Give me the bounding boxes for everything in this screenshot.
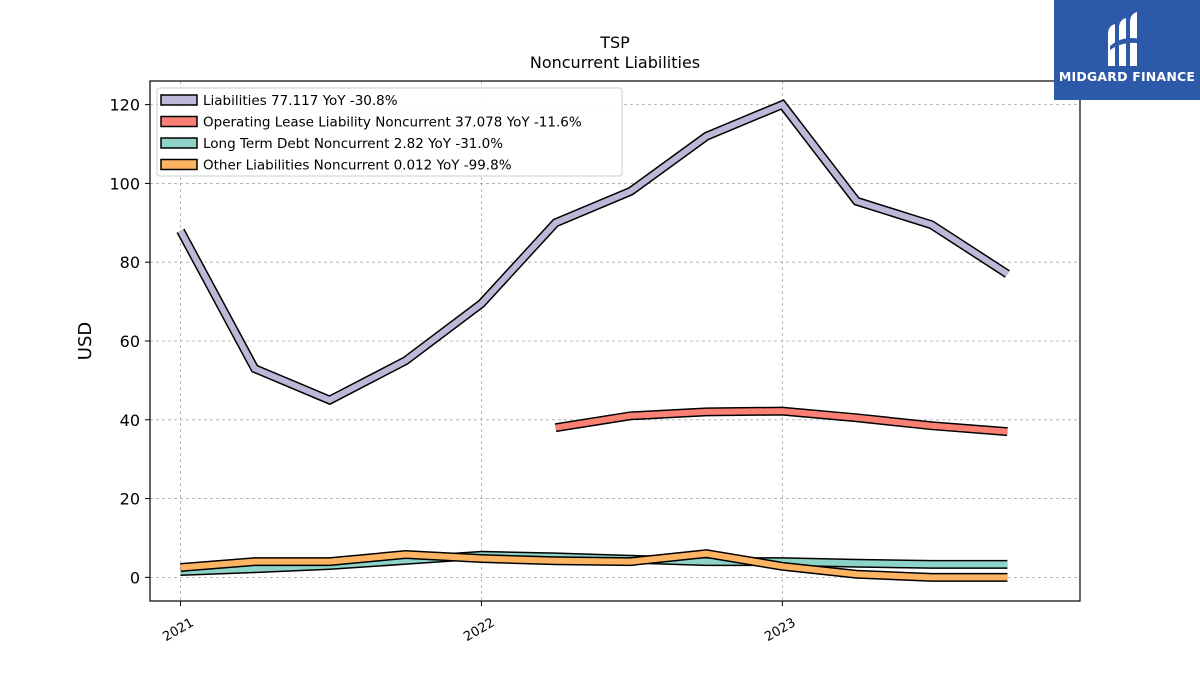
chart-subtitle: Noncurrent Liabilities	[530, 53, 700, 72]
legend-swatch	[160, 94, 198, 106]
y-tick-label: 0	[130, 568, 140, 587]
x-tick-label: 2023	[762, 615, 798, 645]
series-layer	[176, 99, 1010, 582]
legend-box	[156, 87, 623, 177]
y-tick-label: 40	[120, 411, 140, 430]
logo-badge: MIDGARD FINANCE	[1054, 0, 1200, 100]
y-axis-label: USD	[75, 322, 96, 360]
legend-swatch	[160, 115, 198, 128]
y-ticks: 0 20 40 60 80 100 120	[109, 96, 150, 587]
y-tick-label: 120	[109, 96, 140, 115]
series-line	[180, 550, 1008, 581]
legend-swatch	[160, 137, 198, 149]
y-tick-label: 20	[120, 490, 140, 509]
series-line	[555, 408, 1008, 435]
series-line	[177, 100, 1010, 404]
legend-swatch	[160, 158, 198, 171]
y-tick-label: 80	[120, 253, 140, 272]
x-tick-label: 2022	[461, 615, 497, 645]
legend: Liabilities 77.117 YoY -30.8% Operating L…	[156, 87, 623, 177]
y-tick-label: 100	[109, 174, 140, 193]
legend-entry: Liabilities 77.117 YoY -30.8%	[203, 93, 398, 109]
x-ticks: 2021 2022 2023	[160, 601, 798, 645]
legend-entry: Other Liabilities Noncurrent 0.012 YoY -…	[203, 158, 512, 174]
chart-title: TSP	[599, 33, 630, 52]
legend-entry: Long Term Debt Noncurrent 2.82 YoY -31.0…	[203, 136, 503, 152]
legend-entry: Operating Lease Liability Noncurrent 37.…	[203, 115, 582, 131]
logo-text: MIDGARD FINANCE	[1058, 69, 1196, 84]
midgard-logo-icon	[1108, 12, 1144, 66]
y-tick-label: 60	[120, 332, 140, 351]
x-tick-label: 2021	[160, 615, 196, 645]
